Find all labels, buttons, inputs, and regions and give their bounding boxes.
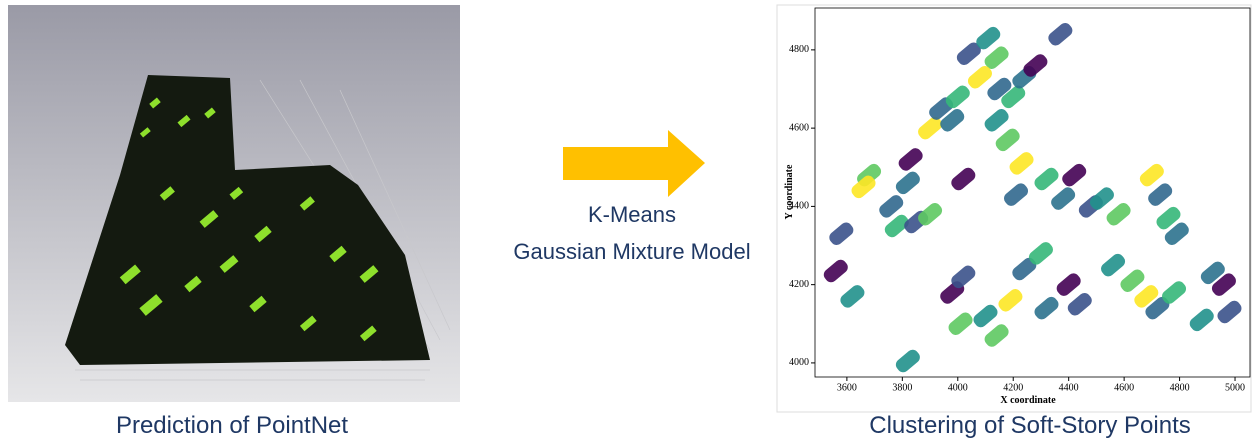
arrow-label: K-Means: [588, 202, 676, 227]
y-axis-label: Y coordinate: [784, 164, 795, 219]
y-tick-label: 4800: [789, 44, 809, 55]
x-tick-label: 4800: [1170, 382, 1190, 393]
page: Prediction of PointNet K-Means Gaussian …: [0, 0, 1252, 442]
arrow-label: Gaussian Mixture Model: [513, 239, 750, 264]
x-tick-label: 4200: [1003, 382, 1023, 393]
left-caption: Prediction of PointNet: [116, 412, 348, 439]
point-cloud-image: [8, 5, 460, 402]
right-caption: Clustering of Soft-Story Points: [869, 412, 1190, 439]
x-axis-label: X coordinate: [1000, 395, 1056, 406]
x-tick-label: 3600: [837, 382, 857, 393]
x-tick-label: 4400: [1059, 382, 1079, 393]
x-tick-label: 4000: [948, 382, 968, 393]
chart-frame: [777, 5, 1251, 412]
x-tick-label: 3800: [892, 382, 912, 393]
arrow: [563, 130, 705, 197]
y-tick-label: 4600: [789, 122, 809, 133]
x-tick-label: 4600: [1114, 382, 1134, 393]
y-tick-label: 4000: [789, 357, 809, 368]
x-tick-label: 5000: [1225, 382, 1245, 393]
y-tick-label: 4200: [789, 279, 809, 290]
